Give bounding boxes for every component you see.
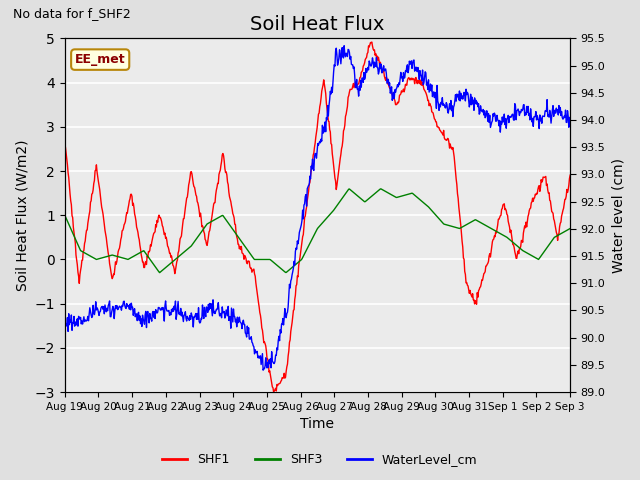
SHF3 bbox=[239, 240, 246, 246]
SHF1 bbox=[270, 389, 278, 395]
SHF3 bbox=[156, 270, 163, 276]
WaterLevel_cm bbox=[340, 43, 348, 48]
Text: No data for f_SHF2: No data for f_SHF2 bbox=[13, 7, 131, 20]
SHF3 bbox=[376, 186, 384, 192]
WaterLevel_cm bbox=[257, 361, 265, 367]
WaterLevel_cm bbox=[259, 367, 267, 373]
SHF1 bbox=[238, 250, 246, 256]
X-axis label: Time: Time bbox=[300, 418, 335, 432]
SHF3 bbox=[566, 226, 574, 231]
SHF3 bbox=[370, 192, 378, 197]
WaterLevel_cm bbox=[399, 79, 406, 84]
Text: EE_met: EE_met bbox=[75, 53, 125, 66]
SHF1 bbox=[213, 184, 221, 190]
Line: WaterLevel_cm: WaterLevel_cm bbox=[65, 46, 570, 370]
Line: SHF3: SHF3 bbox=[65, 189, 570, 273]
WaterLevel_cm bbox=[120, 298, 128, 304]
SHF3 bbox=[214, 215, 221, 221]
Line: SHF1: SHF1 bbox=[65, 42, 570, 392]
SHF3 bbox=[399, 193, 406, 199]
WaterLevel_cm bbox=[371, 60, 378, 65]
WaterLevel_cm bbox=[213, 307, 221, 312]
SHF1 bbox=[371, 47, 378, 53]
SHF1 bbox=[566, 172, 574, 178]
Y-axis label: Soil Heat Flux (W/m2): Soil Heat Flux (W/m2) bbox=[15, 140, 29, 291]
SHF1 bbox=[368, 39, 376, 45]
SHF1 bbox=[120, 222, 128, 228]
Legend: SHF1, SHF3, WaterLevel_cm: SHF1, SHF3, WaterLevel_cm bbox=[157, 448, 483, 471]
WaterLevel_cm bbox=[238, 326, 246, 332]
Title: Soil Heat Flux: Soil Heat Flux bbox=[250, 15, 385, 34]
SHF3 bbox=[61, 212, 68, 218]
SHF1 bbox=[399, 89, 406, 95]
SHF1 bbox=[257, 318, 265, 324]
SHF3 bbox=[120, 255, 128, 261]
SHF1 bbox=[61, 141, 68, 147]
WaterLevel_cm bbox=[566, 116, 574, 122]
Y-axis label: Water level (cm): Water level (cm) bbox=[611, 158, 625, 273]
SHF3 bbox=[258, 257, 266, 263]
WaterLevel_cm bbox=[61, 312, 68, 317]
